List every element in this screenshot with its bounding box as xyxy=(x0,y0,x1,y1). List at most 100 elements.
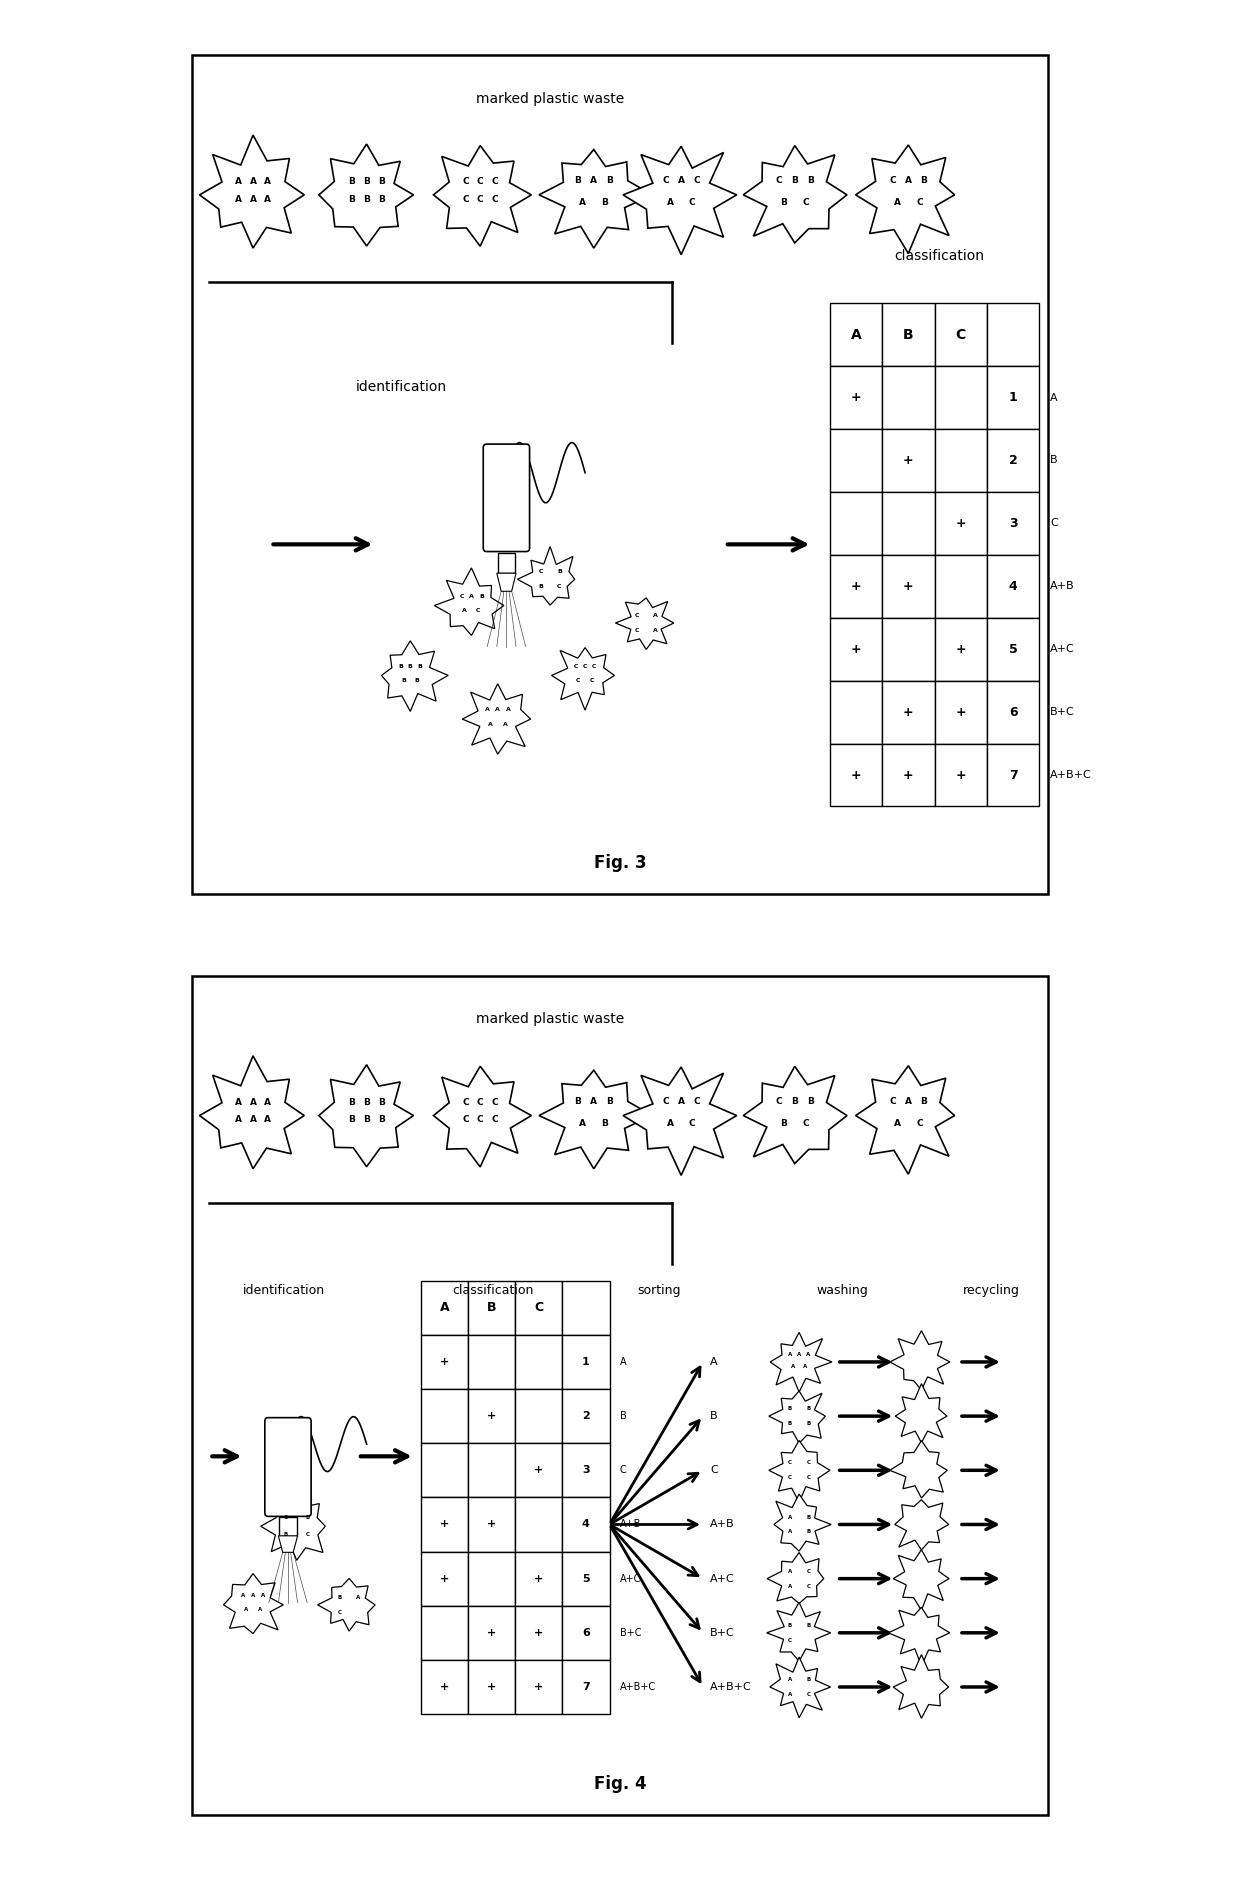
Text: C: C xyxy=(534,1302,543,1313)
Text: A: A xyxy=(787,1678,792,1682)
Text: B: B xyxy=(574,177,582,186)
Text: C: C xyxy=(459,594,464,599)
Text: A: A xyxy=(469,594,474,599)
Bar xyxy=(467,1334,515,1389)
Text: 6: 6 xyxy=(1009,707,1018,718)
Text: C: C xyxy=(463,177,469,186)
Text: A: A xyxy=(264,1097,272,1107)
Bar xyxy=(935,744,987,806)
Text: B: B xyxy=(348,1116,356,1124)
Text: A: A xyxy=(678,177,684,186)
Polygon shape xyxy=(497,573,516,592)
Bar xyxy=(882,303,935,366)
Polygon shape xyxy=(434,145,532,246)
Bar xyxy=(830,366,882,428)
Text: marked plastic waste: marked plastic waste xyxy=(476,92,624,105)
Text: A+B+C: A+B+C xyxy=(1050,770,1091,780)
Text: B: B xyxy=(363,195,370,203)
Text: C: C xyxy=(802,197,808,207)
Text: A: A xyxy=(439,1302,449,1313)
Polygon shape xyxy=(890,1441,947,1498)
Text: C: C xyxy=(557,584,562,590)
Bar xyxy=(882,428,935,492)
Bar xyxy=(467,1498,515,1552)
Text: C: C xyxy=(463,1097,469,1107)
Text: +: + xyxy=(851,769,862,782)
Polygon shape xyxy=(770,1332,832,1392)
Text: Fig. 4: Fig. 4 xyxy=(594,1776,646,1793)
Text: +: + xyxy=(440,1682,449,1691)
Polygon shape xyxy=(260,1492,325,1560)
Polygon shape xyxy=(539,1071,652,1169)
Text: B: B xyxy=(418,663,423,669)
Polygon shape xyxy=(622,1067,737,1176)
Text: +: + xyxy=(487,1520,496,1530)
Text: +: + xyxy=(534,1627,543,1638)
Bar xyxy=(882,680,935,744)
Text: C: C xyxy=(339,1610,342,1614)
Text: A: A xyxy=(653,613,658,618)
Bar xyxy=(987,303,1039,366)
Polygon shape xyxy=(223,1573,283,1633)
Text: A: A xyxy=(894,197,900,207)
Polygon shape xyxy=(770,1657,831,1717)
Text: A: A xyxy=(506,707,511,712)
Text: B: B xyxy=(791,177,799,186)
Text: C: C xyxy=(806,1691,811,1697)
Text: B: B xyxy=(574,1097,582,1107)
Text: +: + xyxy=(487,1682,496,1691)
Bar xyxy=(935,428,987,492)
Polygon shape xyxy=(743,1067,847,1163)
Text: B: B xyxy=(806,1514,811,1520)
Polygon shape xyxy=(895,1383,947,1443)
Text: B+C: B+C xyxy=(1050,707,1075,718)
Polygon shape xyxy=(434,567,503,635)
Bar xyxy=(562,1443,610,1498)
Polygon shape xyxy=(319,145,413,246)
Text: B: B xyxy=(415,678,419,682)
Text: C: C xyxy=(662,1097,668,1107)
Text: +: + xyxy=(903,769,914,782)
Text: +: + xyxy=(956,517,966,530)
Text: A+C: A+C xyxy=(620,1573,641,1584)
Polygon shape xyxy=(278,1535,298,1552)
Text: A: A xyxy=(894,1118,900,1127)
Bar xyxy=(515,1607,562,1659)
Text: B: B xyxy=(806,1623,811,1627)
Text: A: A xyxy=(241,1593,246,1599)
Text: B: B xyxy=(398,663,403,669)
Text: B: B xyxy=(787,1421,792,1426)
Bar xyxy=(467,1389,515,1443)
Bar xyxy=(987,554,1039,618)
Text: +: + xyxy=(440,1520,449,1530)
Text: C: C xyxy=(477,195,484,203)
Text: C: C xyxy=(620,1466,626,1475)
Text: C: C xyxy=(889,177,897,186)
Bar xyxy=(467,1552,515,1607)
Text: classification: classification xyxy=(453,1283,534,1297)
Text: A+B: A+B xyxy=(1050,581,1075,592)
Polygon shape xyxy=(893,1655,949,1717)
Bar xyxy=(830,744,882,806)
Text: C: C xyxy=(802,1118,808,1127)
Bar xyxy=(562,1389,610,1443)
Text: A: A xyxy=(487,722,492,727)
Text: C: C xyxy=(689,1118,696,1127)
Text: A: A xyxy=(620,1357,626,1366)
Text: B: B xyxy=(408,663,413,669)
Text: +: + xyxy=(534,1466,543,1475)
Polygon shape xyxy=(743,147,847,242)
Text: 7: 7 xyxy=(582,1682,590,1691)
Text: A: A xyxy=(905,177,911,186)
Text: B: B xyxy=(806,1678,811,1682)
Text: C: C xyxy=(806,1584,811,1588)
Polygon shape xyxy=(317,1578,376,1631)
Text: A: A xyxy=(787,1584,792,1588)
Text: A: A xyxy=(264,1116,272,1124)
Text: A: A xyxy=(787,1514,792,1520)
Bar xyxy=(497,552,515,573)
Text: B: B xyxy=(780,1118,787,1127)
Text: +: + xyxy=(851,581,862,592)
Text: A+C: A+C xyxy=(711,1573,735,1584)
Text: +: + xyxy=(903,581,914,592)
